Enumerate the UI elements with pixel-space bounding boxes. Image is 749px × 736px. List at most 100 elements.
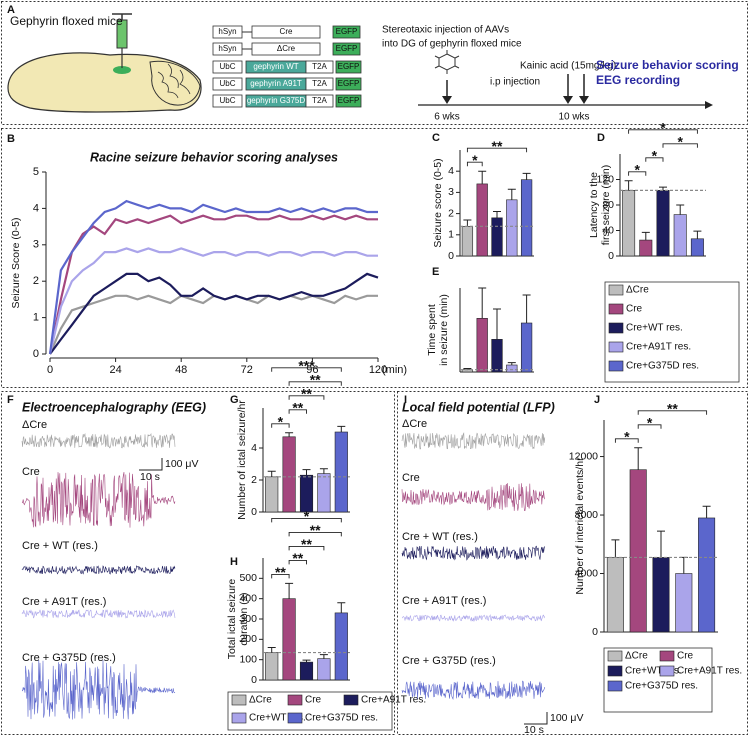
x-tick-label: 48: [175, 364, 187, 376]
construct-box: [335, 60, 362, 74]
signal-trace: [401, 545, 546, 561]
bar: [461, 226, 474, 257]
construct-label: T2A: [312, 79, 327, 88]
legend-swatch: [608, 303, 624, 315]
legend-label: Cre: [626, 304, 643, 315]
significance-label: *: [624, 428, 630, 444]
data-line: [48, 294, 378, 355]
trace-label: Cre + A91T (res.): [402, 595, 486, 607]
legend-swatch: [607, 665, 623, 677]
y-tick-label: 200: [239, 633, 257, 645]
legend-swatch: [608, 322, 624, 334]
trace-label: Cre + WT (res.): [402, 531, 478, 543]
legend-label: Cre+WT res.: [626, 323, 683, 334]
construct-box: [335, 77, 362, 91]
error-bar: [319, 468, 328, 474]
bar: [506, 364, 518, 373]
error-bar: [337, 425, 346, 432]
signal-trace: [21, 609, 176, 619]
construct-label: ΔCre: [277, 44, 296, 53]
bar: [317, 473, 331, 513]
bar: [629, 469, 647, 633]
error-bar: [679, 556, 688, 574]
error-bar: [507, 362, 516, 365]
injection-label: into DG of gephyrin floxed mice: [382, 39, 522, 50]
significance-bracket: [466, 161, 483, 167]
panel-frame: [1, 128, 748, 388]
significance-label: **: [301, 386, 312, 402]
bar: [506, 199, 518, 257]
bar: [282, 436, 296, 513]
trace-label: ΔCre: [402, 418, 427, 430]
y-axis-label: Seizure Score (0-5): [10, 217, 22, 308]
significance-bracket: [288, 545, 325, 551]
trace-label: Cre: [22, 466, 40, 478]
legend-box: [227, 691, 393, 731]
y-tick-label: 0: [33, 348, 39, 360]
y-tick-label: 400: [239, 592, 257, 604]
bar: [299, 474, 314, 513]
bar: [673, 214, 687, 257]
signal-trace: [401, 432, 546, 450]
construct-box: [212, 60, 243, 74]
legend-swatch: [607, 680, 623, 692]
significance-label: *: [634, 161, 640, 177]
construct-box: [305, 60, 334, 74]
legend-label: Cre+WT res.: [625, 666, 682, 677]
construct-label: T2A: [312, 96, 327, 105]
construct-label: EGFP: [336, 44, 358, 53]
legend-swatch: [608, 341, 624, 353]
data-line: [48, 247, 378, 355]
kainic-label: Kainic acid (15mg/kg): [520, 61, 616, 72]
significance-bracket: [288, 409, 307, 414]
construct-label: UbC: [219, 79, 235, 88]
bar: [491, 339, 503, 373]
significance-bracket: [288, 531, 342, 537]
significance-label: **: [310, 522, 321, 538]
error-bar: [507, 188, 516, 200]
error-bar: [285, 582, 294, 599]
bar: [520, 322, 533, 373]
legend-swatch: [287, 712, 303, 724]
panel-label: D: [597, 132, 605, 144]
significance-bracket: [614, 438, 639, 443]
construct-label: UbC: [219, 96, 235, 105]
significance-label: *: [647, 414, 653, 430]
error-bar: [493, 210, 501, 218]
construct-label: EGFP: [338, 96, 360, 105]
error-bar: [302, 469, 311, 476]
y-tick-label: 120: [596, 173, 614, 185]
construct-box: [212, 94, 243, 108]
bar: [476, 318, 488, 373]
legend-label: Cre+G375D res.: [625, 681, 698, 692]
significance-bracket: [271, 423, 290, 428]
signal-trace: [21, 659, 176, 720]
y-tick-label: 0: [448, 250, 454, 262]
y-axis-label: Total ictal seizure: [226, 579, 238, 660]
legend-label: Cre+A91T res.: [361, 695, 426, 706]
error-bar: [702, 505, 711, 518]
error-bar: [478, 287, 487, 319]
signal-trace: [401, 483, 546, 511]
construct-label: gephyrin WT: [253, 62, 298, 71]
x-tick-label: 96: [306, 364, 318, 376]
construct-label: T2A: [312, 62, 327, 71]
construct-box: [335, 94, 362, 108]
y-axis-label: in seizure (min): [438, 294, 450, 366]
trace-label: Cre: [402, 472, 420, 484]
significance-label: *: [304, 508, 310, 524]
panel-label: E: [432, 266, 439, 278]
y-tick-label: 0: [251, 506, 257, 518]
trace-label: Cre + WT (res.): [22, 540, 98, 552]
bar: [265, 476, 279, 513]
trace-label: Cre + A91T (res.): [22, 596, 106, 608]
bar: [652, 557, 670, 633]
ip-label: i.p injection: [490, 77, 540, 88]
y-tick-label: 2: [33, 275, 39, 287]
construct-box: [305, 94, 334, 108]
panel-label: F: [7, 394, 14, 406]
significance-label: *: [660, 119, 666, 135]
x-tick-label: 24: [109, 364, 121, 376]
y-axis-label: duration (s): [238, 592, 250, 645]
significance-bracket: [271, 573, 290, 579]
